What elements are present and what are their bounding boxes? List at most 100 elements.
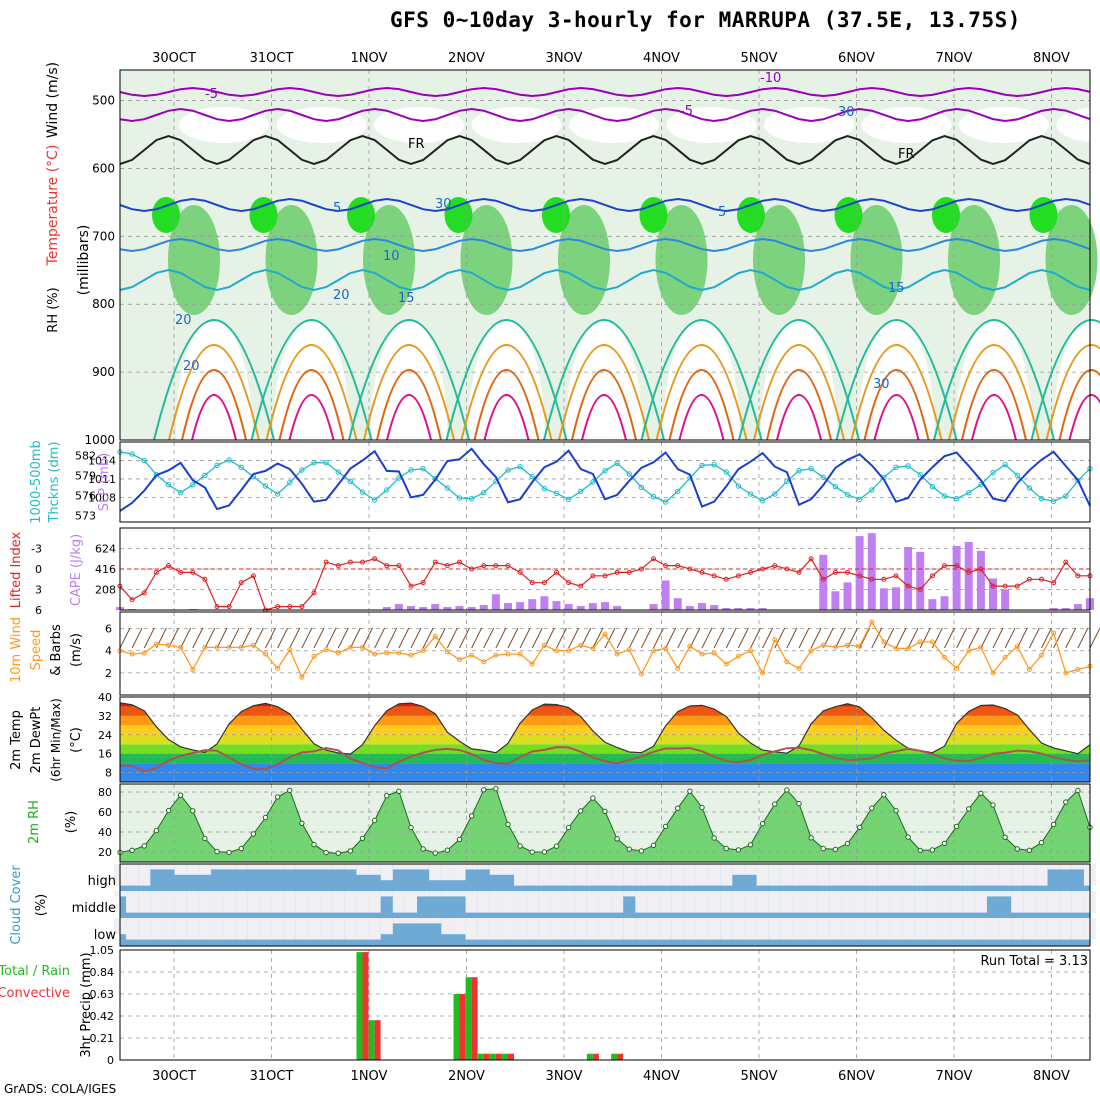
contour-label: 15 [888, 281, 905, 296]
cloud-gap [805, 864, 818, 886]
precip-total-bar [356, 952, 363, 1060]
temperature-tick-label: 32 [98, 710, 112, 723]
cape-bar [685, 606, 694, 610]
contour-20 [543, 319, 665, 441]
cape-tick-label: 208 [95, 584, 116, 597]
thickness-marker [844, 491, 851, 498]
rh-marker [1050, 821, 1057, 828]
thickness-marker [869, 487, 875, 493]
cloud-gap [841, 891, 854, 913]
contour-20 [1030, 319, 1100, 441]
contour-30 [668, 369, 735, 441]
rh-marker [820, 845, 826, 852]
rh-marker [893, 807, 899, 814]
thickness-marker [772, 491, 778, 497]
cloud-gap [1023, 918, 1036, 940]
rh-marker [772, 801, 778, 807]
contour-20 [640, 319, 763, 441]
lifted-index-marker [857, 573, 863, 579]
rh-marker [953, 823, 960, 830]
cloud-gap [659, 918, 672, 940]
thickness-line [119, 451, 1091, 503]
rh-marker [214, 848, 220, 855]
cloud-gap [659, 891, 672, 913]
thickness-marker [238, 464, 244, 471]
wind-speed-marker [541, 642, 547, 648]
cloud-gap [332, 864, 345, 870]
wind-speed-marker [457, 657, 462, 663]
precip-convective-bar [362, 952, 369, 1060]
lifted-index-marker [578, 583, 584, 589]
wind-speed-marker [723, 661, 729, 667]
lifted-index-marker [760, 566, 766, 572]
rh-marker [832, 846, 839, 853]
cape-bar [734, 608, 743, 610]
cloud-gap [526, 864, 539, 886]
cloud-gap [805, 918, 818, 940]
date-tick-bottom: 31OCT [250, 1069, 294, 1084]
lifted-index-marker [408, 583, 414, 589]
cloud-gap [259, 891, 272, 913]
lifted-index-marker [347, 559, 353, 565]
saturated-region [249, 197, 278, 233]
rh-legend: RH (%) [46, 287, 61, 332]
cloud-gap [744, 891, 757, 913]
cloud-gap [271, 918, 284, 940]
date-tick-top: 4NOV [643, 51, 680, 66]
cloud-gap [598, 864, 612, 886]
cloud-gap [477, 864, 490, 870]
rh-marker [856, 824, 863, 830]
lifted-index-marker [796, 569, 802, 575]
cloud-gap [550, 864, 563, 886]
cape-bar [504, 603, 512, 610]
cloud-gap [210, 864, 224, 870]
cloud-frame [119, 863, 1091, 947]
dry-upper-region [471, 107, 562, 143]
cloud-gap [526, 891, 539, 913]
wind-barb [459, 627, 470, 649]
lifted-index-marker [772, 563, 778, 569]
cloud-gap [126, 864, 139, 886]
thickness-marker [917, 471, 923, 478]
saturated-region [932, 197, 960, 233]
wind-barb [907, 627, 919, 649]
slp-title: SLP (mb) [97, 453, 112, 512]
cloud-gap [756, 891, 769, 913]
lifted-index-marker [517, 569, 523, 575]
precip-tick-label: 0.63 [90, 988, 115, 1001]
temperature-band [120, 706, 1090, 716]
cape-bar [491, 594, 500, 610]
cloud-gap [950, 864, 963, 886]
wind-barb [483, 627, 495, 649]
lifted-index-marker [699, 569, 705, 575]
wind-speed-marker [590, 646, 596, 652]
wind-barb [131, 627, 143, 649]
wind-speed-marker [481, 659, 487, 665]
lifted-index-marker [238, 580, 244, 586]
cloud-gap [647, 864, 660, 886]
cape-frame [119, 527, 1091, 611]
cloud-gap [465, 864, 478, 870]
wind-barb [640, 627, 652, 649]
cloud-gap [356, 864, 369, 875]
saturated-region [1029, 197, 1058, 233]
contour-35 [483, 394, 530, 441]
rh-marker [711, 835, 717, 841]
rh-marker [541, 849, 548, 855]
cape-bar [588, 603, 597, 610]
thickness-tick-label: 579 [75, 469, 96, 482]
lifted-index-marker [845, 569, 850, 575]
lifted-index-marker [529, 580, 535, 586]
thickness-marker [614, 460, 620, 467]
wind-barb [628, 627, 640, 649]
wind-barb [1077, 627, 1089, 649]
contour-35 [288, 394, 335, 441]
wind-barb [762, 627, 774, 649]
contour-minus5 [119, 107, 1091, 123]
cape-title: CAPE (J/kg) [69, 534, 84, 606]
cape-bar [698, 603, 706, 610]
wind-speed-marker [238, 644, 244, 650]
rh-marker [638, 848, 645, 854]
wind-barb [834, 627, 846, 649]
wind-speed-marker [796, 665, 802, 671]
